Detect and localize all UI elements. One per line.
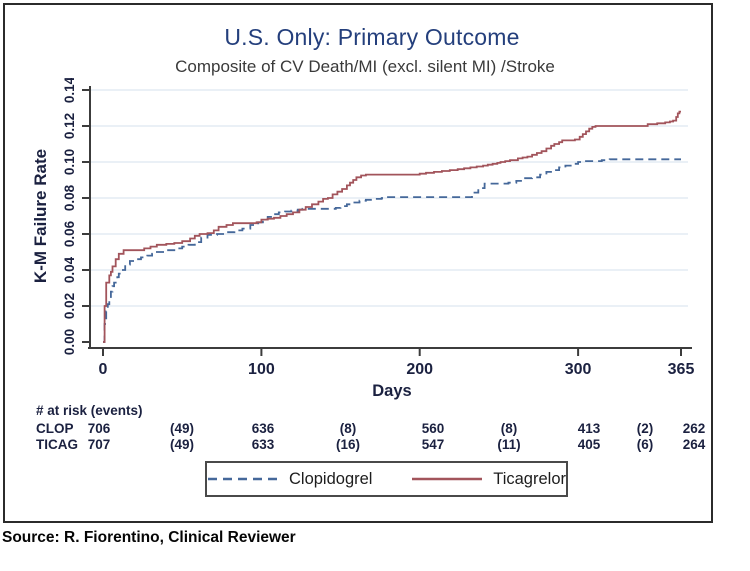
risk-value: 560 bbox=[421, 421, 445, 436]
source-attribution: Source: R. Fiorentino, Clinical Reviewer bbox=[2, 529, 296, 546]
svg-text:0.02: 0.02 bbox=[62, 293, 77, 319]
risk-value: 405 bbox=[577, 437, 601, 452]
risk-value: (49) bbox=[169, 421, 195, 436]
svg-text:100: 100 bbox=[248, 361, 275, 378]
svg-text:0.14: 0.14 bbox=[62, 78, 77, 103]
x-axis-label: Days bbox=[372, 382, 411, 400]
svg-text:365: 365 bbox=[668, 361, 695, 378]
ticagrelor-curve bbox=[103, 110, 681, 343]
risk-row-label: TICAG bbox=[36, 437, 78, 452]
km-chart: 0 100 200 300 365 0.00 0.02 0.04 0.06 0.08 0.10 0.1… bbox=[31, 78, 694, 400]
risk-value: 636 bbox=[251, 421, 275, 436]
risk-value: (2) bbox=[636, 421, 654, 436]
svg-text:300: 300 bbox=[565, 361, 592, 378]
risk-value: 547 bbox=[421, 437, 445, 452]
risk-value: 707 bbox=[87, 437, 111, 452]
risk-value: (11) bbox=[497, 437, 521, 452]
risk-value: (6) bbox=[636, 437, 654, 452]
risk-value: (49) bbox=[169, 437, 195, 452]
svg-text:200: 200 bbox=[406, 361, 433, 378]
clopidogrel-curve bbox=[103, 158, 681, 343]
svg-text:0: 0 bbox=[99, 361, 108, 378]
svg-text:0.00: 0.00 bbox=[62, 329, 77, 355]
chart-title: U.S. Only: Primary Outcome bbox=[224, 24, 520, 50]
svg-text:0.04: 0.04 bbox=[62, 256, 77, 283]
svg-text:0.10: 0.10 bbox=[62, 149, 77, 175]
gridlines bbox=[90, 89, 688, 307]
risk-value: 706 bbox=[87, 421, 111, 436]
legend-item-clopidogrel: Clopidogrel bbox=[207, 470, 372, 489]
risk-value: (16) bbox=[335, 437, 361, 452]
risk-value: 633 bbox=[251, 437, 275, 452]
axes bbox=[82, 86, 692, 356]
legend: Clopidogrel Ticagrelor bbox=[205, 461, 568, 497]
risk-value: (8) bbox=[339, 421, 357, 436]
y-axis-label: K-M Failure Rate bbox=[31, 149, 50, 283]
risk-row-label: CLOP bbox=[36, 421, 74, 436]
clopidogrel-dashed-line-icon bbox=[208, 477, 278, 481]
chart-subtitle: Composite of CV Death/MI (excl. silent M… bbox=[175, 57, 555, 76]
risk-row-clop: CLOP 706 (49) 636 (8) 560 (8) 413 (2) 262 bbox=[0, 421, 750, 437]
svg-text:0.06: 0.06 bbox=[62, 220, 77, 247]
axis-tick-labels: 0 100 200 300 365 0.00 0.02 0.04 0.06 0.08 0.10 0.1… bbox=[62, 78, 694, 378]
risk-table-header: # at risk (events) bbox=[36, 403, 143, 418]
risk-value: 413 bbox=[577, 421, 601, 436]
risk-value: 264 bbox=[682, 437, 706, 452]
svg-text:0.08: 0.08 bbox=[62, 184, 77, 211]
risk-row-ticag: TICAG 707 (49) 633 (16) 547 (11) 405 (6) 264 bbox=[0, 437, 750, 453]
legend-label-ticagrelor: Ticagrelor bbox=[493, 469, 566, 488]
legend-label-clopidogrel: Clopidogrel bbox=[289, 469, 373, 488]
risk-value: (8) bbox=[500, 421, 518, 436]
ticagrelor-solid-line-icon bbox=[412, 477, 483, 481]
svg-text:0.12: 0.12 bbox=[62, 113, 77, 139]
risk-value: 262 bbox=[682, 421, 706, 436]
legend-item-ticagrelor: Ticagrelor bbox=[411, 470, 566, 489]
